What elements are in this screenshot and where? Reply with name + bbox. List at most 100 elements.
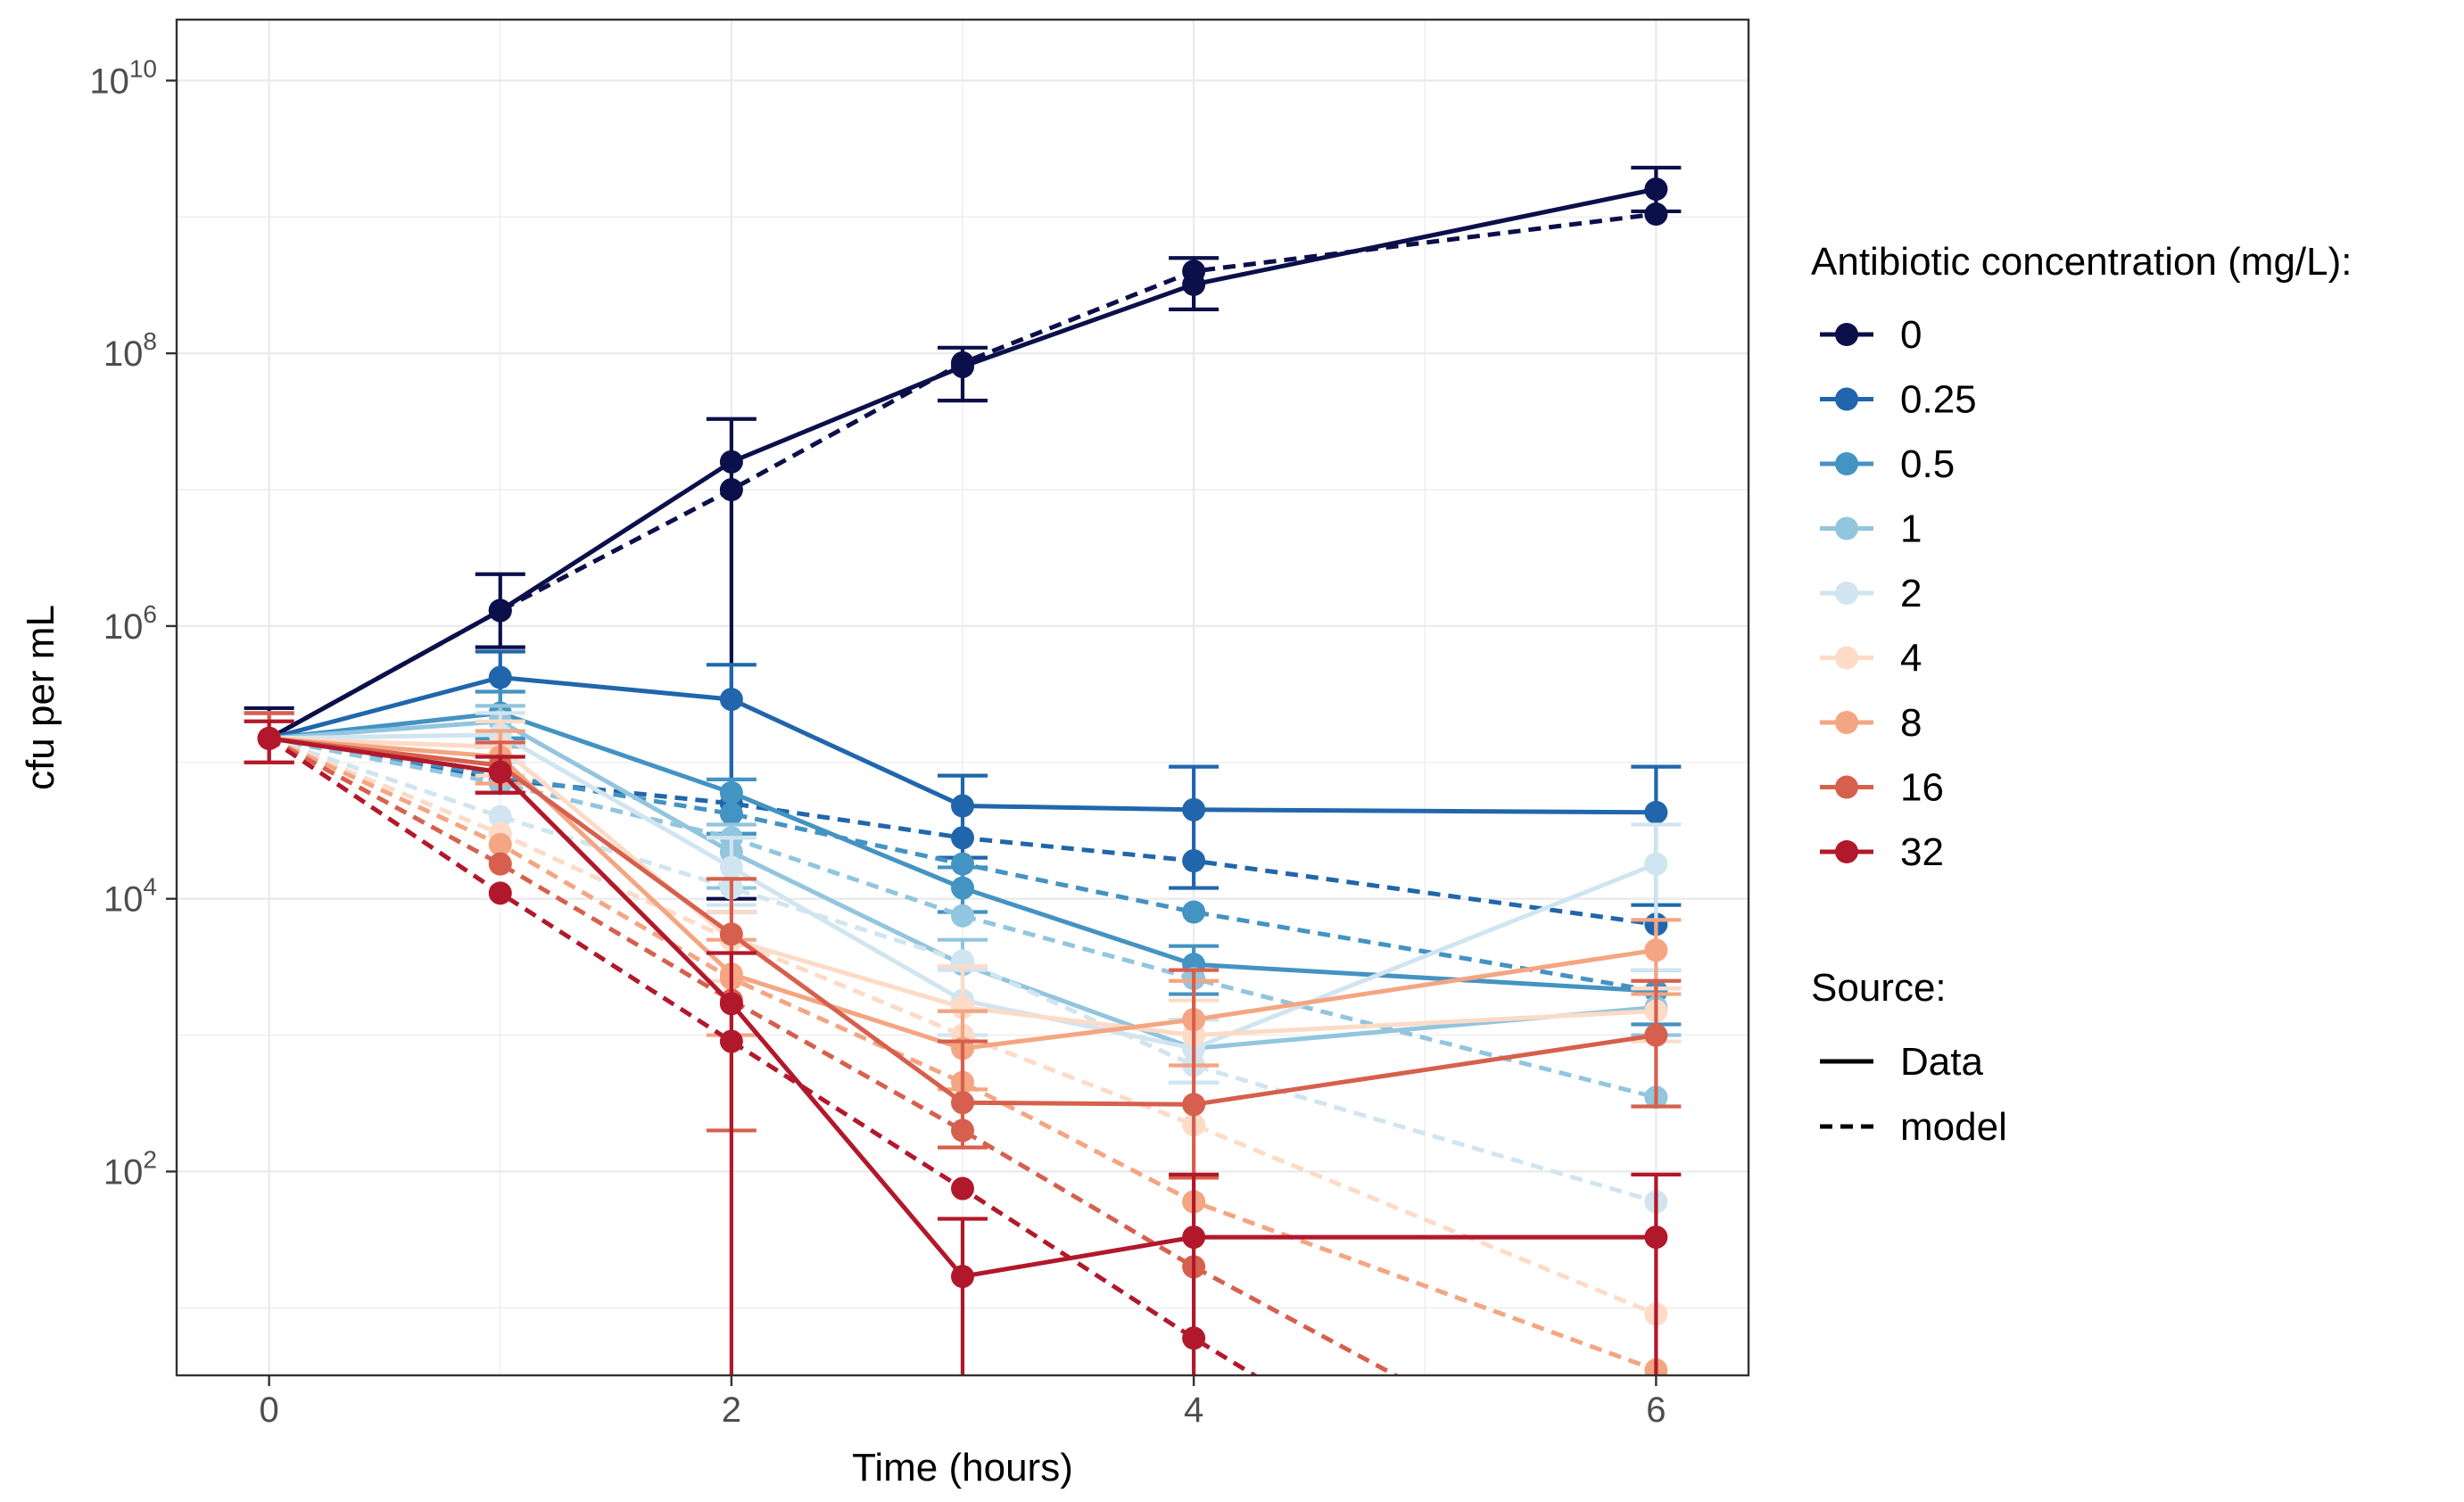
model-line: [268, 736, 1658, 1373]
data-point: [257, 726, 281, 750]
data-line: [269, 736, 1657, 1051]
model-point: [488, 805, 512, 829]
model-point: [719, 478, 743, 502]
legend-key-point: [1835, 452, 1858, 475]
legend-label: 2: [1900, 572, 1922, 615]
legend-label: 4: [1900, 637, 1922, 681]
legend-key-point: [1835, 775, 1858, 799]
model-line: [268, 736, 1259, 1375]
model-point: [1182, 900, 1206, 924]
axes: 0 2 4 6 102 104 106 108 1010: [89, 54, 1666, 1430]
series-32: [244, 719, 1682, 1375]
legend-label: 0.25: [1900, 378, 1977, 422]
legend-label: 1: [1900, 508, 1922, 551]
model-point: [719, 802, 743, 826]
model-point: [1182, 849, 1206, 873]
data-point: [488, 760, 512, 784]
y-tick-label: 1010: [89, 54, 157, 101]
data-line: [269, 719, 1657, 1051]
model-point: [1182, 1326, 1206, 1350]
data-point: [719, 688, 743, 712]
legend-color-items: 0 0.25 0.5 1 2 4 8 16 32: [1820, 313, 1977, 874]
legend-source-label: model: [1900, 1105, 2007, 1149]
data-point: [488, 598, 512, 623]
data-line: [268, 186, 1657, 741]
x-tick-label: 6: [1646, 1391, 1666, 1430]
model-point: [951, 1118, 974, 1143]
y-tick-label: 104: [103, 873, 157, 920]
data-point: [719, 450, 743, 474]
data-point: [1644, 852, 1668, 876]
legend-key-point: [1835, 711, 1858, 734]
data-point: [488, 665, 512, 689]
legend-label: 0: [1900, 313, 1922, 357]
model-point: [488, 852, 512, 876]
data-point: [1182, 1226, 1206, 1250]
data-point: [1644, 177, 1668, 202]
model-point: [488, 881, 512, 905]
data-point: [719, 780, 743, 805]
model-point: [951, 904, 974, 928]
y-tick-label: 102: [103, 1145, 157, 1192]
x-axis-title: Time (hours): [852, 1446, 1073, 1490]
y-axis-title: cfu per mL: [19, 605, 62, 790]
legend-key-point: [1835, 582, 1858, 605]
data-point: [719, 992, 743, 1016]
data-point: [719, 922, 743, 946]
series-8: [244, 711, 1682, 1375]
data-point: [1644, 1226, 1668, 1250]
data-line: [269, 736, 1657, 1107]
legend-source-items: Data model: [1820, 1040, 2007, 1149]
data-point: [951, 354, 974, 378]
data-point: [951, 876, 974, 900]
data-point: [719, 855, 743, 879]
x-tick-label: 0: [260, 1391, 279, 1430]
legend-source-title: Source:: [1811, 966, 1947, 1010]
model-line: [268, 211, 1657, 741]
model-point: [951, 1176, 974, 1201]
data-line: [269, 732, 1658, 1052]
model-line: [268, 736, 1658, 1316]
y-tick-label: 108: [103, 327, 157, 374]
model-point: [1644, 202, 1668, 227]
y-tick-label: 106: [103, 600, 157, 647]
data-line: [269, 736, 1657, 1038]
data-point: [951, 794, 974, 818]
legend-source-label: Data: [1900, 1040, 1983, 1084]
x-tick-label: 4: [1184, 1391, 1203, 1430]
model-point: [488, 832, 512, 856]
data-point: [1644, 938, 1668, 962]
data-point: [1182, 797, 1206, 821]
plot-content: [244, 165, 1682, 1375]
data-point: [951, 1091, 974, 1115]
legend-label: 16: [1900, 766, 1944, 810]
legend-key-point: [1835, 387, 1858, 411]
legend-key-point: [1835, 516, 1858, 541]
model-point: [719, 1029, 743, 1053]
model-line: [269, 736, 1658, 1100]
legend: Antibiotic concentration (mg/L): 0 0.25 0.…: [1811, 240, 2352, 1149]
data-line: [269, 710, 1657, 994]
legend-label: 0.5: [1900, 442, 1955, 486]
data-line: [269, 736, 1657, 1279]
model-line: [269, 736, 1657, 927]
legend-key-point: [1835, 840, 1858, 863]
data-point: [1644, 800, 1668, 824]
model-line: [268, 736, 1401, 1375]
data-point: [951, 1265, 974, 1289]
model-point: [951, 826, 974, 850]
data-point: [951, 995, 974, 1019]
panel-border: [175, 18, 1750, 1377]
legend-label: 8: [1900, 701, 1922, 745]
data-point: [1182, 1093, 1206, 1117]
legend-label: 32: [1900, 830, 1944, 874]
legend-key-point: [1835, 646, 1858, 670]
data-point: [1644, 1023, 1668, 1047]
legend-key-point: [1835, 323, 1858, 346]
data-point: [1182, 272, 1206, 296]
x-tick-label: 2: [722, 1391, 741, 1430]
model-point: [951, 852, 974, 876]
model-line: [268, 736, 1658, 1204]
data-line: [268, 674, 1657, 815]
